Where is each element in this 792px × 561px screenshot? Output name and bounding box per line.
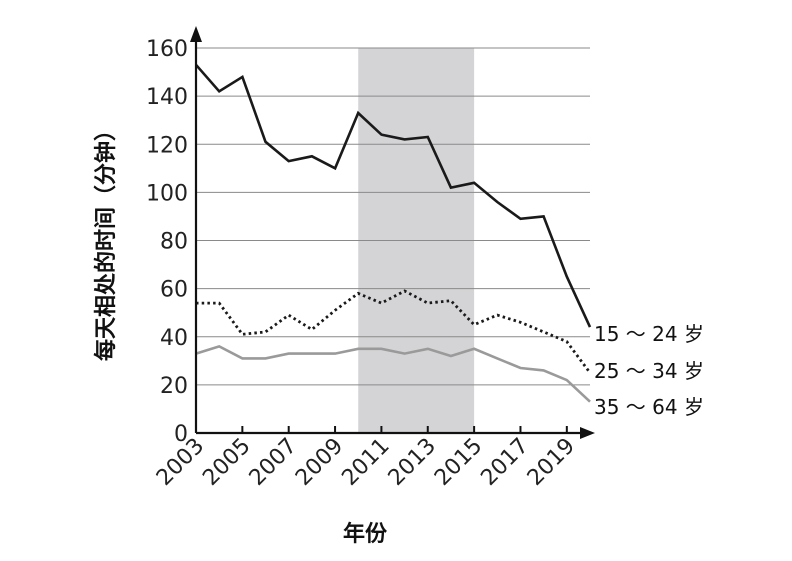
y-tick-label: 40 <box>160 326 188 351</box>
series-line-1 <box>195 63 592 328</box>
x-axis-title: 年份 <box>343 521 388 547</box>
x-axis-arrow <box>580 427 595 439</box>
x-tick-label: 2017 <box>476 434 533 491</box>
series-line-3 <box>195 345 591 403</box>
series-label-1: 15 ～ 24 岁 <box>594 322 704 346</box>
x-tick-label: 2009 <box>291 434 348 491</box>
series-line-2 <box>196 289 592 374</box>
y-axis-title: 每天相处的时间（分钟） <box>93 119 119 361</box>
y-axis-arrow <box>190 26 202 42</box>
x-tick-label: 2015 <box>430 434 487 491</box>
y-tick-label: 100 <box>146 181 188 206</box>
x-tick-label: 2019 <box>523 434 580 491</box>
y-tick-label: 160 <box>146 37 188 62</box>
y-tick-label: 80 <box>160 230 188 255</box>
series-label-2: 25 ～ 34 岁 <box>594 359 704 383</box>
y-tick-label: 0 <box>174 422 188 447</box>
y-tick-label: 60 <box>160 278 188 303</box>
y-tick-label: 20 <box>160 374 188 399</box>
y-tick-label: 140 <box>146 85 188 110</box>
x-tick-label: 2013 <box>384 434 441 491</box>
x-tick-label: 2005 <box>198 434 255 491</box>
y-tick-label: 120 <box>146 133 188 158</box>
x-tick-label: 2011 <box>337 434 394 491</box>
series-label-3: 35 ～ 64 岁 <box>594 395 704 419</box>
x-tick-label: 2007 <box>245 434 302 491</box>
